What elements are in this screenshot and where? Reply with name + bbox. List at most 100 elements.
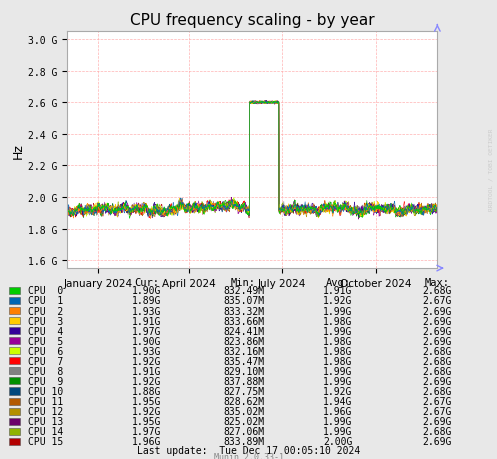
Text: 1.97G: 1.97G bbox=[132, 326, 162, 336]
Title: CPU frequency scaling - by year: CPU frequency scaling - by year bbox=[130, 13, 375, 28]
Text: 2.69G: 2.69G bbox=[422, 336, 452, 346]
Text: 832.49M: 832.49M bbox=[223, 286, 264, 296]
Text: 2.00G: 2.00G bbox=[323, 437, 353, 446]
Text: 2.67G: 2.67G bbox=[422, 406, 452, 416]
Text: 827.75M: 827.75M bbox=[223, 386, 264, 396]
Text: 1.99G: 1.99G bbox=[323, 326, 353, 336]
Text: 1.99G: 1.99G bbox=[323, 416, 353, 426]
Text: 1.98G: 1.98G bbox=[323, 346, 353, 356]
Text: 1.99G: 1.99G bbox=[323, 306, 353, 316]
Text: 2.69G: 2.69G bbox=[422, 437, 452, 446]
Text: CPU 12: CPU 12 bbox=[28, 406, 63, 416]
Text: 2.68G: 2.68G bbox=[422, 356, 452, 366]
Text: 1.99G: 1.99G bbox=[323, 366, 353, 376]
Text: 2.68G: 2.68G bbox=[422, 346, 452, 356]
Bar bbox=[9, 287, 20, 294]
Bar bbox=[9, 438, 20, 445]
Text: 825.02M: 825.02M bbox=[223, 416, 264, 426]
Text: 2.69G: 2.69G bbox=[422, 306, 452, 316]
Bar bbox=[9, 347, 20, 354]
Text: 827.06M: 827.06M bbox=[223, 426, 264, 437]
Text: 833.32M: 833.32M bbox=[223, 306, 264, 316]
Text: CPU  9: CPU 9 bbox=[28, 376, 63, 386]
Text: 1.92G: 1.92G bbox=[132, 406, 162, 416]
Text: 1.90G: 1.90G bbox=[132, 336, 162, 346]
Text: 824.41M: 824.41M bbox=[223, 326, 264, 336]
Text: CPU  7: CPU 7 bbox=[28, 356, 63, 366]
Text: 833.89M: 833.89M bbox=[223, 437, 264, 446]
Text: 1.90G: 1.90G bbox=[132, 286, 162, 296]
Bar bbox=[9, 428, 20, 435]
Text: 828.62M: 828.62M bbox=[223, 396, 264, 406]
Text: 835.02M: 835.02M bbox=[223, 406, 264, 416]
Text: CPU 11: CPU 11 bbox=[28, 396, 63, 406]
Text: 2.69G: 2.69G bbox=[422, 416, 452, 426]
Text: Cur:: Cur: bbox=[134, 278, 159, 288]
Bar bbox=[9, 308, 20, 314]
Text: 2.69G: 2.69G bbox=[422, 376, 452, 386]
Text: 1.91G: 1.91G bbox=[323, 286, 353, 296]
Text: 1.91G: 1.91G bbox=[132, 316, 162, 326]
Text: 2.68G: 2.68G bbox=[422, 426, 452, 437]
Text: 1.96G: 1.96G bbox=[132, 437, 162, 446]
Text: 1.95G: 1.95G bbox=[132, 396, 162, 406]
Text: 1.92G: 1.92G bbox=[323, 386, 353, 396]
Text: Max:: Max: bbox=[425, 278, 450, 288]
Text: RRDTOOL / TOBI OETIKER: RRDTOOL / TOBI OETIKER bbox=[488, 129, 493, 211]
Bar bbox=[9, 397, 20, 405]
Text: 1.88G: 1.88G bbox=[132, 386, 162, 396]
Text: 1.91G: 1.91G bbox=[132, 366, 162, 376]
Text: 1.94G: 1.94G bbox=[323, 396, 353, 406]
Text: CPU  2: CPU 2 bbox=[28, 306, 63, 316]
Bar bbox=[9, 327, 20, 335]
Text: Min:: Min: bbox=[231, 278, 256, 288]
Text: 1.96G: 1.96G bbox=[323, 406, 353, 416]
Text: 1.99G: 1.99G bbox=[323, 376, 353, 386]
Bar bbox=[9, 418, 20, 425]
Text: Last update:  Tue Dec 17 00:05:10 2024: Last update: Tue Dec 17 00:05:10 2024 bbox=[137, 445, 360, 455]
Bar bbox=[9, 337, 20, 345]
Text: 835.07M: 835.07M bbox=[223, 296, 264, 306]
Text: CPU  3: CPU 3 bbox=[28, 316, 63, 326]
Text: 2.68G: 2.68G bbox=[422, 386, 452, 396]
Text: 2.68G: 2.68G bbox=[422, 286, 452, 296]
Bar bbox=[9, 378, 20, 385]
Text: Avg:: Avg: bbox=[326, 278, 350, 288]
Text: CPU 10: CPU 10 bbox=[28, 386, 63, 396]
Text: 2.67G: 2.67G bbox=[422, 396, 452, 406]
Text: 1.93G: 1.93G bbox=[132, 306, 162, 316]
Text: 1.97G: 1.97G bbox=[132, 426, 162, 437]
Y-axis label: Hz: Hz bbox=[12, 142, 25, 158]
Bar bbox=[9, 358, 20, 364]
Text: CPU 15: CPU 15 bbox=[28, 437, 63, 446]
Text: CPU  4: CPU 4 bbox=[28, 326, 63, 336]
Text: CPU 14: CPU 14 bbox=[28, 426, 63, 437]
Text: 1.98G: 1.98G bbox=[323, 316, 353, 326]
Text: 829.10M: 829.10M bbox=[223, 366, 264, 376]
Text: 837.88M: 837.88M bbox=[223, 376, 264, 386]
Text: 1.95G: 1.95G bbox=[132, 416, 162, 426]
Text: 2.67G: 2.67G bbox=[422, 296, 452, 306]
Text: 2.69G: 2.69G bbox=[422, 326, 452, 336]
Text: 1.92G: 1.92G bbox=[323, 296, 353, 306]
Text: CPU  1: CPU 1 bbox=[28, 296, 63, 306]
Text: 1.99G: 1.99G bbox=[323, 426, 353, 437]
Text: 1.98G: 1.98G bbox=[323, 336, 353, 346]
Text: 2.69G: 2.69G bbox=[422, 316, 452, 326]
Text: 1.92G: 1.92G bbox=[132, 376, 162, 386]
Text: CPU  6: CPU 6 bbox=[28, 346, 63, 356]
Text: 835.47M: 835.47M bbox=[223, 356, 264, 366]
Text: 833.66M: 833.66M bbox=[223, 316, 264, 326]
Text: 2.68G: 2.68G bbox=[422, 366, 452, 376]
Text: 1.89G: 1.89G bbox=[132, 296, 162, 306]
Bar bbox=[9, 297, 20, 304]
Text: Munin 2.0.33-1: Munin 2.0.33-1 bbox=[214, 452, 283, 459]
Bar bbox=[9, 317, 20, 325]
Bar bbox=[9, 368, 20, 375]
Text: 1.93G: 1.93G bbox=[132, 346, 162, 356]
Text: 832.16M: 832.16M bbox=[223, 346, 264, 356]
Bar bbox=[9, 387, 20, 395]
Bar bbox=[9, 408, 20, 415]
Text: CPU  5: CPU 5 bbox=[28, 336, 63, 346]
Text: 1.98G: 1.98G bbox=[323, 356, 353, 366]
